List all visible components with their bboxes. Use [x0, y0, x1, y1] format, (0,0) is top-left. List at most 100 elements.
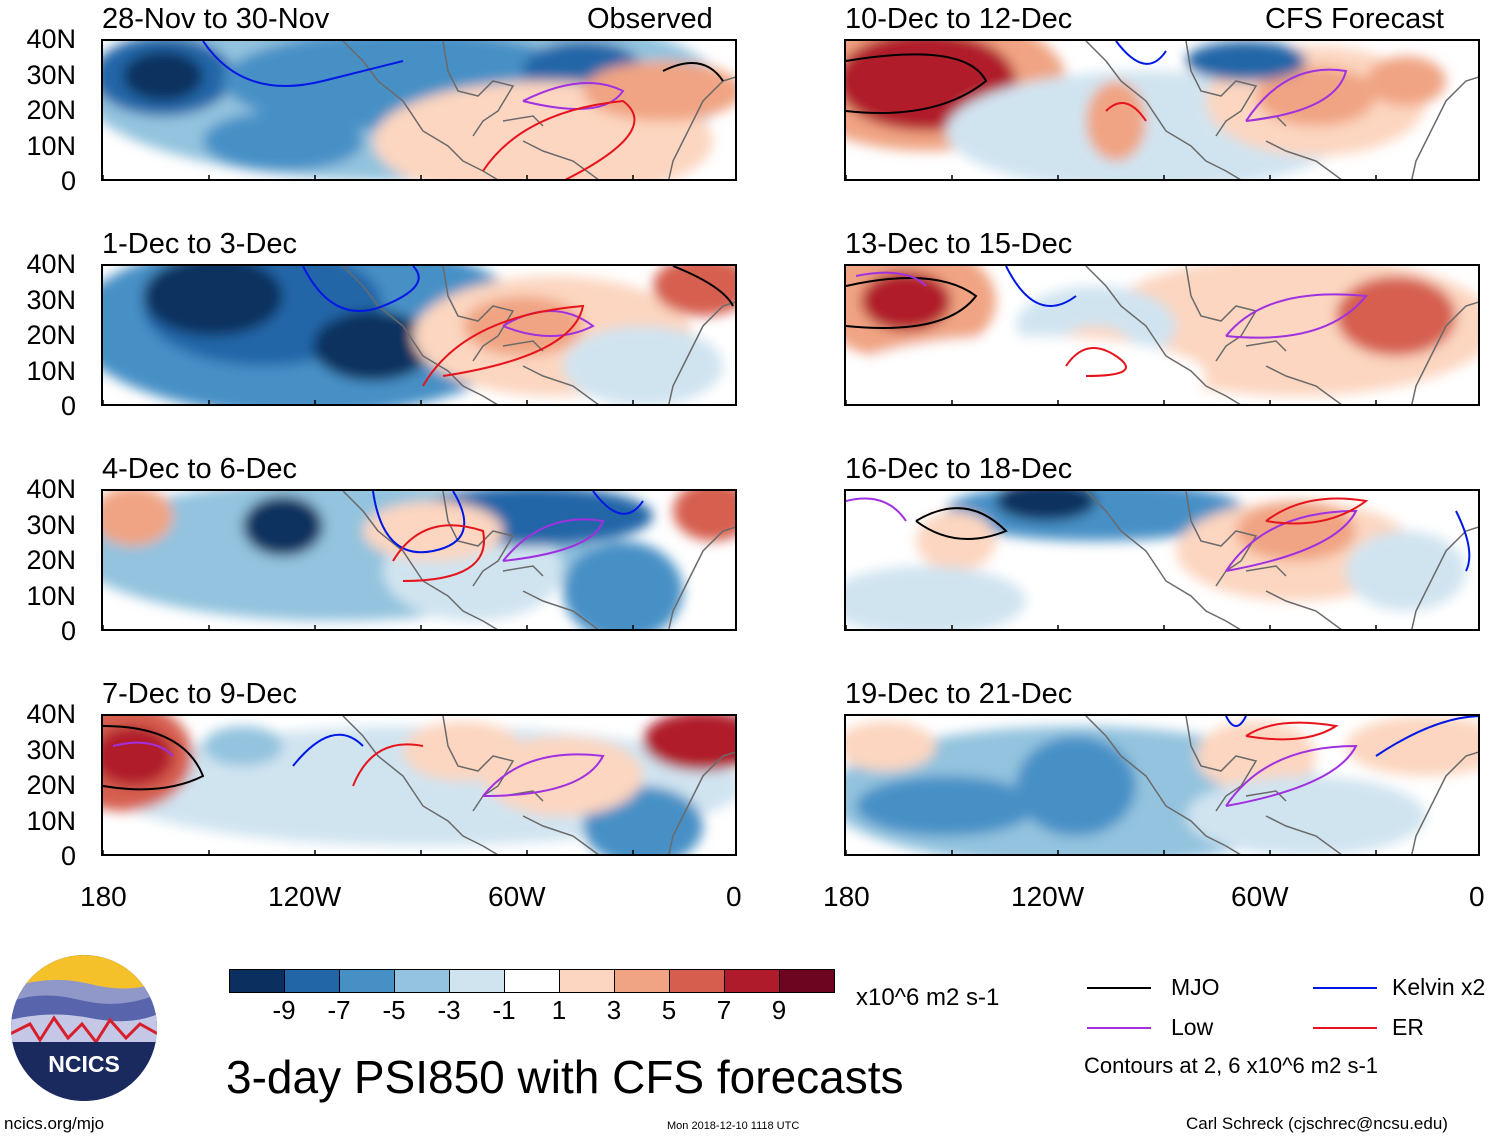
coastline — [342, 266, 735, 404]
wave-contour — [1225, 509, 1358, 572]
field-shade — [123, 51, 203, 101]
wave-contour — [662, 62, 724, 82]
wave-contour — [1455, 510, 1471, 572]
lat-label: 30N — [26, 284, 76, 315]
field-shade — [846, 721, 936, 771]
colorbar-tick: -5 — [382, 995, 406, 1025]
colorbar-swatch — [559, 969, 615, 993]
map-area — [101, 714, 737, 856]
wave-contour — [352, 743, 424, 787]
coastline — [1085, 266, 1478, 404]
panel-title: 19-Dec to 21-Dec — [845, 678, 1073, 710]
map-panel-left-3 — [101, 489, 737, 631]
wave-contour — [202, 41, 404, 87]
lat-label: 40N — [26, 474, 76, 504]
lon-label: 60W — [488, 881, 546, 912]
map-area — [101, 39, 737, 181]
panel-title: 1-Dec to 3-Dec — [102, 228, 298, 260]
field-shade — [243, 496, 323, 556]
map-panel-left-4 — [101, 714, 737, 856]
wave-contour — [292, 733, 364, 767]
colorbar-units: x10^6 m2 s-1 — [856, 984, 1000, 1011]
wave-contour — [522, 82, 625, 110]
wave-contour — [372, 491, 466, 554]
colorbar-swatch — [284, 969, 340, 993]
map-area — [844, 264, 1480, 406]
map-panel-right-1 — [844, 39, 1480, 181]
field-shade — [483, 736, 643, 816]
colorbar-swatch — [394, 969, 450, 993]
legend-label-er: ER — [1392, 1014, 1424, 1040]
coastline — [1085, 716, 1478, 854]
lat-label: 10N — [26, 805, 76, 836]
map-panel-left-2 — [101, 264, 737, 406]
legend-line-kelvin — [1313, 987, 1377, 989]
legend-label-low: Low — [1171, 1014, 1214, 1040]
panel-title: 7-Dec to 9-Dec — [102, 678, 298, 710]
colorbar-swatch — [779, 969, 835, 993]
wave-contour — [1245, 68, 1348, 122]
wave-contour — [1005, 266, 1077, 307]
logo-text: NCICS — [48, 1051, 120, 1077]
wave-contour — [482, 99, 636, 179]
lat-label: 10N — [26, 580, 76, 611]
colorbar-tick: 1 — [551, 995, 567, 1025]
colorbar-swatch — [724, 969, 780, 993]
field-shade — [861, 271, 951, 331]
field-shade — [1346, 716, 1478, 776]
wave-contour — [302, 266, 420, 312]
lat-label: 30N — [26, 509, 76, 540]
wave-contour — [672, 266, 734, 307]
colorbar-tick: 7 — [716, 995, 732, 1025]
field-shade — [103, 491, 173, 546]
wave-contour — [1105, 102, 1147, 122]
wave-contour — [482, 753, 605, 797]
field-shade — [1236, 501, 1356, 561]
panel-title: 10-Dec to 12-Dec — [845, 3, 1073, 35]
contour-note: Contours at 2, 6 x10^6 m2 s-1 — [1084, 1053, 1379, 1078]
wave-contour — [1115, 41, 1167, 65]
field-shade — [1186, 41, 1306, 81]
lat-label: 0 — [60, 616, 76, 646]
coastline — [1085, 491, 1478, 629]
wave-contour — [1065, 347, 1127, 377]
field-shade — [143, 266, 283, 336]
colorbar-swatch — [669, 969, 725, 993]
wave-contour — [1225, 293, 1368, 339]
field-shade — [1366, 56, 1446, 106]
lat-label: 20N — [26, 545, 76, 575]
map-panel-left-1 — [101, 39, 737, 181]
lat-label: 0 — [60, 166, 76, 196]
colorbar-swatch — [229, 969, 285, 993]
footer-timestamp: Mon 2018-12-10 1118 UTC — [667, 1120, 800, 1132]
field-shade — [1336, 276, 1456, 356]
field-shade — [203, 726, 283, 766]
lon-label: 180 — [823, 881, 870, 912]
panel-title: 28-Nov to 30-Nov — [102, 3, 330, 35]
field-shade — [103, 726, 173, 786]
lon-label: 120W — [268, 881, 342, 912]
wave-contour — [422, 304, 585, 387]
field-shade — [203, 111, 363, 171]
field-shade — [846, 566, 1026, 629]
field-shade — [463, 296, 583, 356]
observed-label: Observed — [587, 3, 713, 35]
ncics-logo: NCICS — [10, 954, 158, 1102]
map-panel-right-3 — [844, 489, 1480, 631]
lat-label: 0 — [60, 391, 76, 421]
wave-contour — [1225, 744, 1358, 807]
field-shade — [643, 716, 735, 771]
lat-label: 10N — [26, 355, 76, 386]
field-shade — [846, 336, 1206, 404]
map-area — [844, 489, 1480, 631]
wave-contour — [392, 524, 485, 582]
field-shade — [653, 266, 735, 316]
field-shade — [1346, 531, 1466, 611]
wave-contour — [846, 53, 988, 114]
lon-label: 60W — [1231, 881, 1289, 912]
lon-label: 180 — [80, 881, 127, 912]
field-shade — [563, 326, 723, 404]
footer-url[interactable]: ncics.org/mjo — [4, 1114, 105, 1133]
wave-contour — [1245, 721, 1339, 741]
legend-line-er — [1313, 1027, 1377, 1029]
